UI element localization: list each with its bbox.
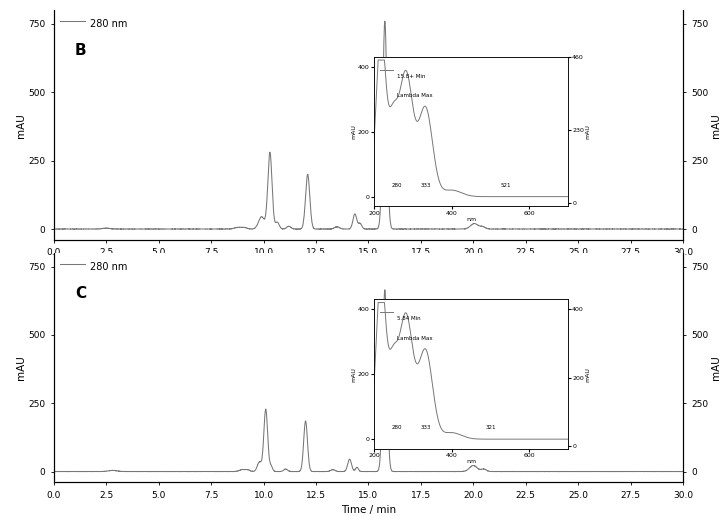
Text: Lambda Max: Lambda Max (397, 93, 433, 98)
Text: 15.8+ Min: 15.8+ Min (397, 74, 426, 78)
Text: 280 nm: 280 nm (90, 19, 127, 29)
Text: 521: 521 (500, 183, 511, 188)
Text: C: C (75, 286, 86, 301)
Y-axis label: mAU: mAU (585, 124, 590, 139)
Text: Lambda Max: Lambda Max (397, 335, 433, 341)
Y-axis label: mAU: mAU (352, 367, 357, 381)
Text: 280: 280 (392, 425, 403, 430)
Text: 280: 280 (392, 183, 403, 188)
Text: 321: 321 (485, 425, 495, 430)
Y-axis label: mAU: mAU (16, 113, 26, 137)
Y-axis label: mAU: mAU (711, 113, 719, 137)
Text: 5.84 Min: 5.84 Min (397, 316, 421, 321)
Y-axis label: mAU: mAU (711, 356, 719, 380)
Y-axis label: mAU: mAU (352, 124, 357, 139)
X-axis label: Time / min: Time / min (341, 505, 396, 515)
Text: 333: 333 (421, 183, 431, 188)
Text: 333: 333 (421, 425, 431, 430)
Text: 280 nm: 280 nm (90, 262, 127, 271)
X-axis label: nm: nm (466, 217, 476, 222)
Y-axis label: mAU: mAU (16, 356, 26, 380)
X-axis label: nm: nm (466, 459, 476, 464)
X-axis label: Time / min.: Time / min. (339, 263, 398, 273)
Text: B: B (75, 43, 86, 58)
Y-axis label: mAU: mAU (585, 367, 590, 381)
